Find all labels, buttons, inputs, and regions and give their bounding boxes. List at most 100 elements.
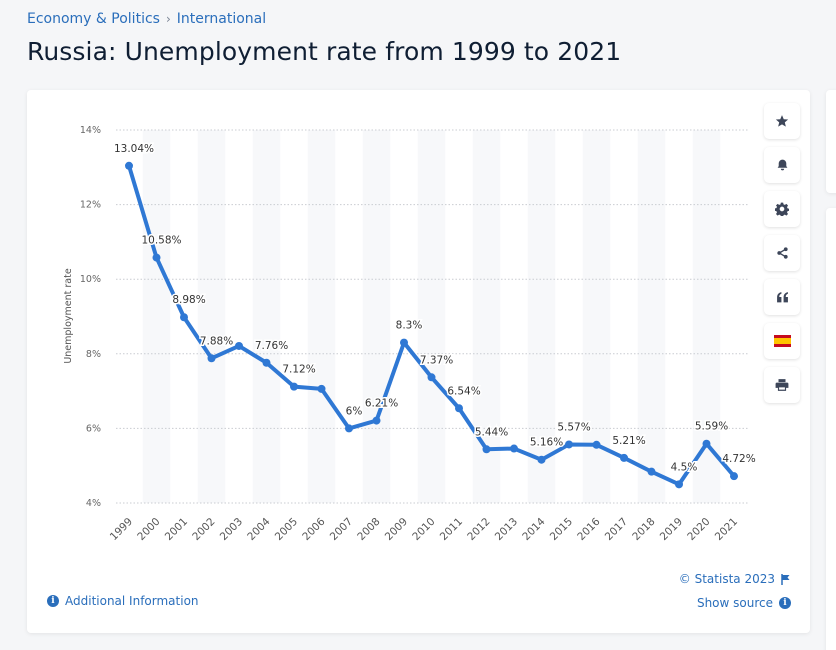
data-label: 10.58%: [141, 235, 181, 247]
data-point[interactable]: [592, 440, 601, 449]
page-title: Russia: Unemployment rate from 1999 to 2…: [27, 37, 622, 66]
breadcrumb: Economy & Politics › International: [27, 11, 266, 27]
data-label: 5.21%: [612, 435, 645, 447]
data-point[interactable]: [152, 253, 161, 262]
notification-button[interactable]: [764, 147, 800, 183]
data-label: 6%: [346, 405, 363, 417]
column-band: [142, 130, 171, 503]
column-band: [417, 130, 446, 503]
grid-lines: [116, 129, 748, 504]
data-point[interactable]: [730, 472, 738, 481]
y-tick-label: 8%: [86, 349, 101, 360]
data-point[interactable]: [400, 338, 408, 347]
x-tick-label: 2003: [218, 516, 245, 543]
breadcrumb-separator: ›: [165, 12, 171, 26]
gear-icon: [775, 202, 789, 216]
breadcrumb-economy-politics[interactable]: Economy & Politics: [27, 11, 160, 27]
x-tick-label: 2010: [410, 516, 437, 543]
data-label: 7.12%: [282, 364, 315, 376]
data-label: 8.3%: [396, 320, 423, 332]
data-point[interactable]: [290, 382, 298, 391]
data-point[interactable]: [125, 161, 133, 170]
y-tick-label: 12%: [80, 200, 101, 211]
y-tick-label: 4%: [86, 498, 101, 509]
data-label: 7.88%: [200, 335, 233, 347]
data-point[interactable]: [675, 480, 683, 489]
x-tick-label: 2015: [548, 516, 575, 543]
star-icon: [775, 115, 789, 127]
quote-icon: [776, 292, 788, 303]
side-panel-lower: [826, 208, 836, 650]
data-point[interactable]: [262, 358, 271, 367]
column-bands: [142, 130, 721, 503]
data-point[interactable]: [510, 444, 518, 453]
y-axis-ticks: 4% 6% 8% 10% 12% 14%: [80, 125, 101, 509]
additional-information-label: Additional Information: [65, 594, 199, 608]
data-point[interactable]: [455, 404, 463, 413]
flag-icon: [781, 573, 790, 585]
column-band: [252, 130, 281, 503]
data-point[interactable]: [235, 341, 243, 350]
x-tick-label: 2017: [603, 516, 630, 543]
bell-icon: [777, 159, 787, 171]
data-points: [125, 161, 738, 489]
x-tick-label: 2004: [245, 515, 273, 543]
data-point[interactable]: [620, 453, 628, 462]
column-band: [637, 130, 666, 503]
x-tick-label: 2013: [493, 516, 520, 543]
x-tick-label: 2016: [575, 515, 603, 543]
data-point[interactable]: [372, 416, 381, 425]
share-icon: [776, 247, 788, 259]
data-point[interactable]: [427, 373, 436, 382]
data-label: 13.04%: [114, 143, 154, 155]
spain-flag-icon: [773, 335, 791, 347]
data-label: 6.54%: [447, 385, 480, 397]
data-point[interactable]: [317, 384, 326, 393]
column-band: [197, 130, 226, 503]
x-tick-label: 2006: [300, 515, 328, 543]
x-tick-label: 2019: [658, 516, 685, 543]
x-tick-label: 2001: [163, 516, 190, 543]
cite-button[interactable]: [764, 279, 800, 315]
data-point[interactable]: [482, 445, 491, 454]
x-tick-label: 2005: [273, 516, 300, 543]
data-point[interactable]: [207, 354, 216, 363]
x-tick-label: 2014: [520, 515, 548, 543]
additional-information-link[interactable]: i Additional Information: [47, 594, 199, 608]
data-point[interactable]: [180, 313, 188, 322]
favorite-button[interactable]: [764, 103, 800, 139]
share-button[interactable]: [764, 235, 800, 271]
settings-button[interactable]: [764, 191, 800, 227]
print-button[interactable]: [764, 367, 800, 403]
data-label: 5.44%: [475, 426, 508, 438]
column-band: [362, 130, 391, 503]
data-point[interactable]: [647, 467, 656, 476]
language-button[interactable]: [764, 323, 800, 359]
data-label: 7.76%: [255, 340, 288, 352]
x-tick-label: 2000: [135, 516, 162, 543]
data-label: 5.57%: [557, 421, 590, 433]
x-tick-label: 2002: [190, 516, 217, 543]
show-source-link[interactable]: Show source i: [697, 596, 791, 610]
breadcrumb-international[interactable]: International: [176, 11, 267, 27]
column-band: [472, 130, 501, 503]
data-label: 4.5%: [671, 461, 698, 473]
x-tick-label: 1999: [108, 516, 135, 543]
data-label: 7.37%: [420, 354, 453, 366]
data-point[interactable]: [702, 439, 711, 448]
x-tick-label: 2012: [465, 516, 492, 543]
copyright-text: © Statista 2023: [678, 572, 775, 586]
data-label: 5.59%: [695, 421, 728, 433]
column-band: [307, 130, 336, 503]
data-point[interactable]: [565, 440, 573, 449]
data-label: 5.16%: [530, 437, 563, 449]
data-label: 4.72%: [722, 453, 755, 465]
statista-copyright: © Statista 2023: [679, 572, 790, 586]
show-source-label: Show source: [696, 596, 773, 610]
data-point[interactable]: [537, 455, 546, 464]
data-point[interactable]: [345, 424, 353, 433]
side-panel: [826, 90, 836, 193]
data-label: 6.21%: [365, 398, 398, 410]
print-icon: [775, 379, 789, 391]
info-icon: i: [779, 597, 791, 609]
